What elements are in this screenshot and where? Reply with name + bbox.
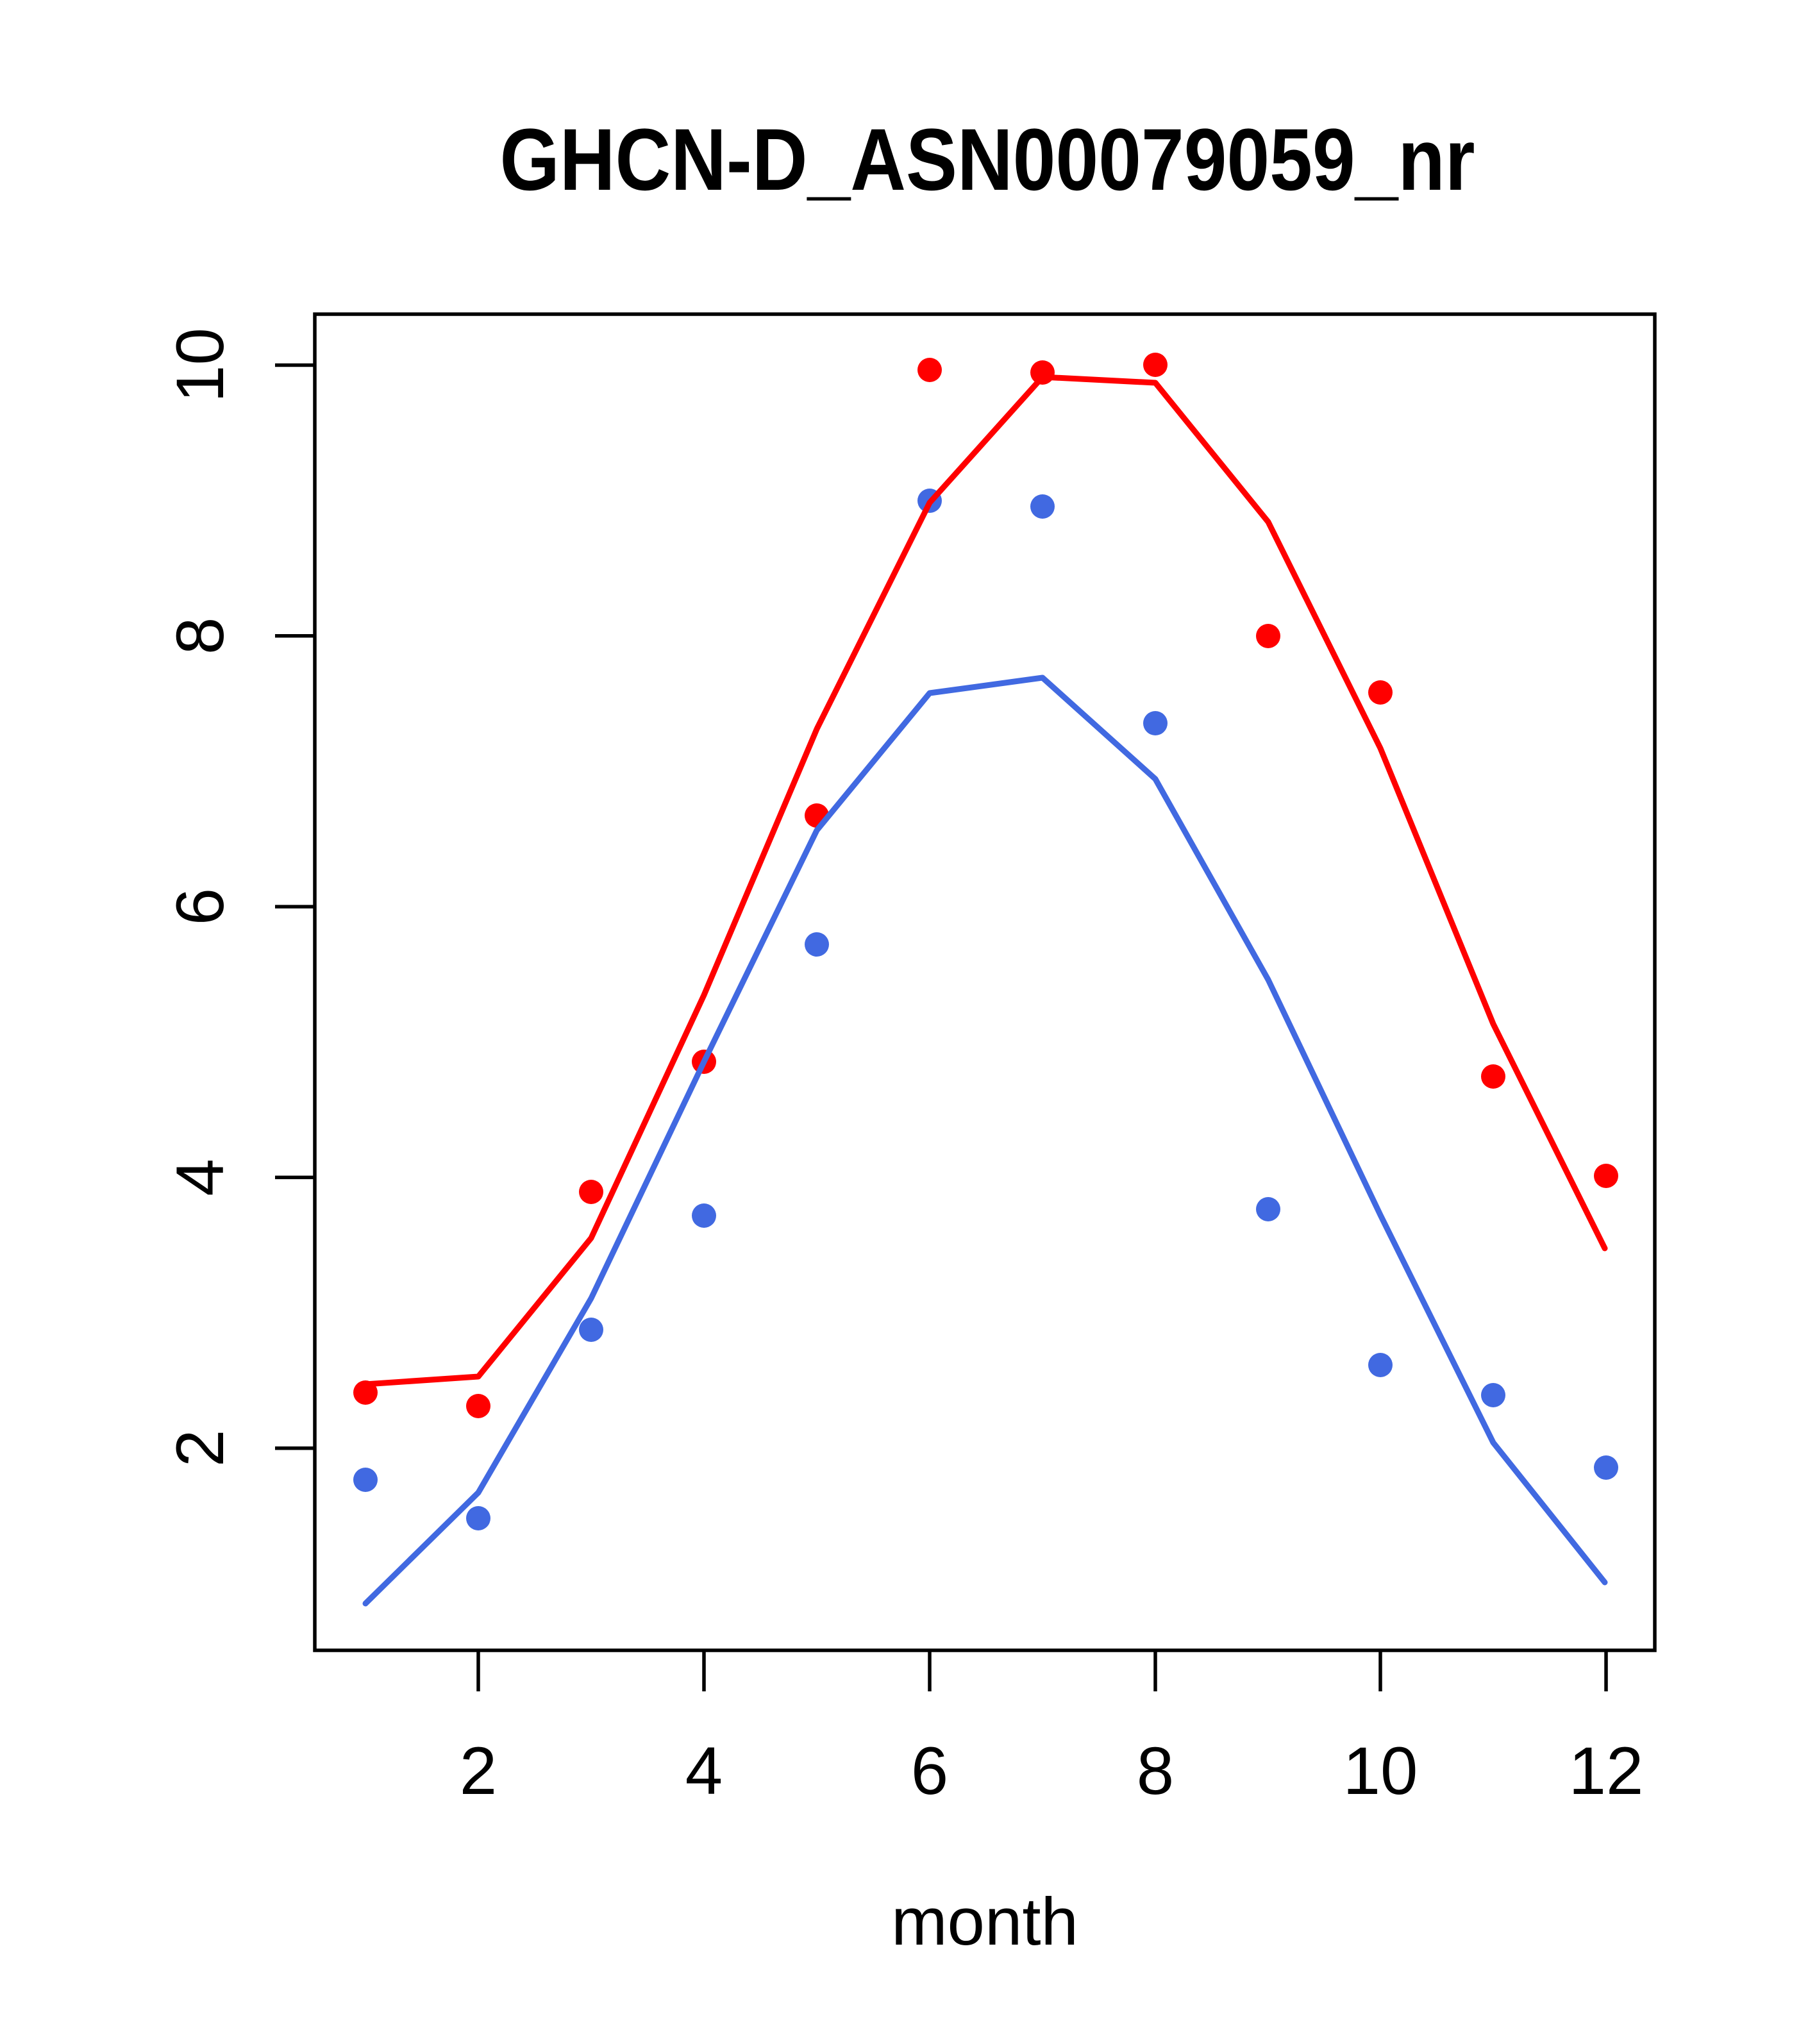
svg-text:2: 2 (163, 1429, 238, 1466)
svg-text:10: 10 (163, 328, 238, 403)
svg-text:month: month (891, 1884, 1078, 1959)
svg-text:6: 6 (163, 888, 238, 925)
svg-text:10: 10 (1343, 1734, 1418, 1809)
svg-text:GHCN-D_ASN00079059_nr: GHCN-D_ASN00079059_nr (500, 111, 1475, 209)
svg-text:4: 4 (685, 1734, 723, 1809)
svg-text:12: 12 (1569, 1734, 1644, 1809)
svg-text:8: 8 (1137, 1734, 1174, 1809)
svg-text:2: 2 (460, 1734, 497, 1809)
svg-text:4: 4 (163, 1159, 238, 1196)
svg-text:6: 6 (911, 1734, 948, 1809)
svg-text:8: 8 (163, 617, 238, 655)
